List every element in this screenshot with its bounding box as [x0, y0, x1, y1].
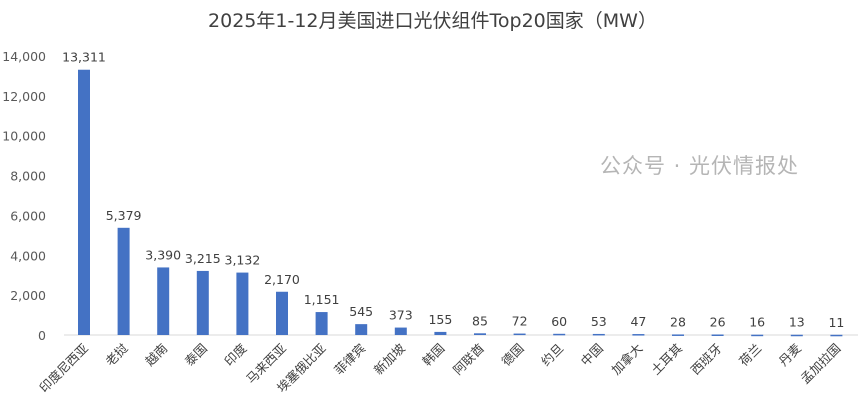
data-label: 85	[472, 313, 488, 328]
bar	[196, 270, 209, 335]
y-tick-label: 2,000	[10, 288, 46, 303]
y-tick-label: 4,000	[10, 248, 46, 263]
chart-title: 2025年1-12月美国进口光伏组件Top20国家（MW）	[208, 10, 657, 32]
bar	[355, 324, 368, 335]
data-label: 26	[710, 314, 726, 329]
data-label: 13	[789, 315, 805, 330]
bar	[236, 272, 249, 335]
y-tick-label: 12,000	[2, 89, 46, 104]
data-label: 155	[428, 312, 452, 327]
y-tick-label: 0	[38, 328, 46, 343]
data-label: 373	[389, 308, 413, 323]
x-tick-label: 丹麦	[776, 340, 805, 369]
data-label: 72	[512, 314, 528, 329]
data-label: 3,215	[185, 251, 221, 266]
data-label: 28	[670, 314, 686, 329]
bar	[315, 312, 328, 335]
bar	[474, 333, 486, 335]
x-tick-label: 老挝	[102, 340, 131, 369]
x-tick-label: 阿联酋	[450, 341, 487, 378]
bar	[434, 331, 447, 335]
bar	[711, 334, 724, 336]
data-label: 53	[591, 314, 607, 329]
data-label: 1,151	[304, 292, 340, 307]
bar	[672, 334, 684, 336]
bar	[830, 334, 843, 337]
bar	[117, 227, 130, 335]
x-tick-label: 土耳其	[648, 341, 685, 378]
watermark: 公众号 · 光伏情报处	[600, 154, 800, 178]
x-tick-label: 中国	[578, 341, 606, 369]
x-tick-label: 孟加拉国	[798, 341, 844, 387]
x-tick-label: 新加坡	[371, 340, 408, 377]
data-label: 13,311	[62, 50, 106, 65]
x-tick-label: 约旦	[538, 341, 566, 369]
bar	[276, 291, 288, 335]
bar	[632, 334, 645, 336]
data-label: 5,379	[106, 208, 142, 223]
x-tick-label: 韩国	[419, 341, 447, 369]
bar	[553, 333, 566, 336]
data-label: 545	[349, 304, 373, 319]
x-tick-label: 德国	[498, 341, 526, 369]
bar	[751, 334, 764, 337]
bar	[394, 327, 407, 335]
x-tick-label: 印度尼西亚	[36, 341, 91, 396]
bar	[157, 267, 170, 335]
bar	[592, 333, 605, 336]
data-label: 11	[828, 315, 844, 330]
y-tick-label: 10,000	[2, 129, 46, 144]
y-tick-label: 6,000	[10, 208, 46, 223]
y-tick-label: 8,000	[10, 169, 46, 184]
x-tick-label: 菲律宾	[331, 341, 368, 378]
data-label: 3,132	[225, 253, 261, 268]
data-label: 2,170	[264, 272, 300, 287]
data-label: 60	[551, 314, 567, 329]
bar	[513, 333, 526, 336]
x-tick-label: 西班牙	[688, 341, 725, 378]
x-tick-label: 加拿大	[608, 341, 645, 378]
x-tick-label: 荷兰	[736, 341, 764, 369]
data-label: 3,390	[145, 247, 181, 262]
bar	[78, 69, 90, 336]
x-tick-label: 印度	[221, 340, 250, 369]
x-tick-label: 泰国	[182, 341, 210, 369]
bar	[790, 334, 803, 337]
data-label: 16	[749, 315, 765, 330]
x-tick-label: 越南	[142, 341, 170, 369]
y-tick-label: 14,000	[2, 49, 46, 64]
data-label: 47	[630, 314, 646, 329]
